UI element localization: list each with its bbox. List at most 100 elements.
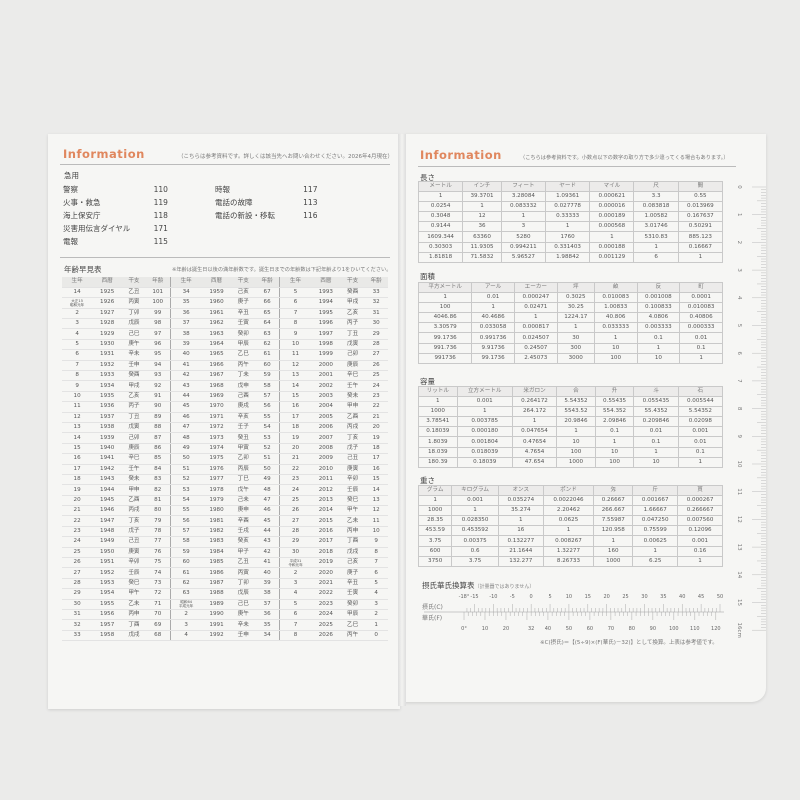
era-year: 41: [169, 360, 202, 372]
western-year: 1947: [92, 515, 123, 527]
table-cell: 1: [677, 251, 724, 263]
western-year: 1933: [92, 370, 123, 382]
right-note: （こちらは参考資料です。小数点以下の数字の取り方で多少違ってくる場合もあります。…: [520, 155, 729, 161]
column-header: 畝: [593, 281, 638, 294]
table-cell: 0.6: [451, 545, 499, 557]
western-year: 2002: [310, 380, 341, 392]
table-cell: 1: [497, 515, 544, 527]
table-cell: 5.54352: [677, 406, 724, 418]
table-cell: 0.991736: [471, 332, 515, 344]
table-cell: 0.331403: [545, 241, 591, 253]
era-year: 58: [169, 536, 202, 548]
column-header: 坪: [556, 281, 595, 294]
celsius-tick-label: 45: [698, 594, 704, 600]
era-year: 3: [169, 619, 202, 631]
eto: 甲午: [340, 505, 365, 517]
eto: 丙戌: [340, 422, 365, 434]
era-year: 8: [279, 318, 311, 330]
table-cell: 1: [593, 535, 634, 547]
table-cell: 0.02098: [677, 416, 724, 428]
column-header: 米ガロン: [511, 385, 558, 398]
era-year: 5: [279, 599, 311, 611]
eto: 丁丑: [340, 328, 365, 340]
era-year: 40: [169, 349, 202, 361]
conversion-header: グラム キログラム オンス ポンド匁斤貫: [417, 484, 723, 497]
era-year: 28: [279, 526, 311, 538]
table-cell: 0.55435: [594, 396, 635, 408]
table-cell: 0.000180: [456, 426, 513, 438]
column-header: 立方メートル: [456, 385, 513, 398]
eto: 癸丑: [231, 432, 256, 444]
eto: 丙寅: [122, 297, 146, 309]
age: 73: [145, 578, 171, 590]
table-cell: 0.01: [633, 426, 679, 438]
column-header: 尺: [633, 180, 679, 193]
western-year: 1998: [310, 339, 341, 351]
conversion-heading: 面積: [420, 272, 435, 281]
eto: 丙申: [122, 609, 146, 621]
table-row: 12 1937 丁丑 89 46 1971 辛亥 55 17 2005 乙酉 21: [62, 412, 388, 423]
table-cell: 0.0022046: [542, 495, 595, 507]
era-year: 51: [169, 464, 202, 475]
eto: 癸酉: [122, 370, 146, 382]
table-cell: 0.266667: [677, 505, 723, 517]
table-cell: 0.010083: [593, 292, 638, 304]
table-cell: 1.66667: [632, 505, 679, 517]
eto: 庚午: [231, 609, 256, 621]
eto: 辛亥: [231, 412, 256, 423]
era-year: 11: [62, 401, 93, 413]
table-row: 24 1949 己丑 77 58 1983 癸亥 43 29 2017 丁酉 9: [62, 536, 388, 548]
table-cell: 1000: [593, 555, 634, 567]
age: 59: [255, 370, 280, 382]
eto: 庚午: [122, 339, 146, 351]
column-header: フィート: [500, 180, 547, 193]
eto: 丙午: [340, 630, 365, 642]
eto: 庚戌: [231, 401, 256, 413]
western-year: 2022: [310, 588, 341, 600]
fahrenheit-tick-label: 110: [690, 626, 700, 632]
table-cell: 0.16: [677, 545, 723, 557]
table-row: 29 1954 甲午 72 63 1988 戊辰 38 4 2022 壬寅 4: [62, 588, 388, 600]
western-year: 2013: [310, 495, 341, 507]
age: 94: [145, 360, 171, 372]
eto: 甲辰: [231, 339, 256, 351]
table-cell: 0.0625: [542, 515, 595, 527]
table-cell: 6: [633, 251, 679, 263]
table-row: 15 1940 庚辰 86 49 1974 甲寅 52 20 2008 戊子 18: [62, 443, 388, 455]
eto: 辛酉: [231, 515, 256, 527]
western-year: 1970: [201, 401, 232, 413]
table-row: 8 1933 癸酉 93 42 1967 丁未 59 13 2001 辛巳 25: [62, 370, 388, 382]
table-cell: 0.100833: [636, 302, 681, 314]
conversion-heading: 容量: [420, 377, 435, 386]
western-year: 1944: [92, 484, 123, 496]
column-header: 干支: [340, 277, 365, 288]
age-table-header: 生年 西暦 干支 年齢 生年 西暦 干支 年齢 生年 西暦 干支 年齢: [62, 277, 388, 288]
table-row: 20 1945 乙酉 81 54 1979 己未 47 25 2013 癸巳 13: [62, 495, 388, 507]
table-cell: 30: [556, 332, 595, 344]
table-cell: 0.50291: [677, 221, 724, 233]
eto: 丙午: [231, 360, 256, 372]
column-header: 間: [677, 180, 724, 193]
left-note: （こちらは参考資料です。詳しくは該当先へお問い合わせください。2026年4月現在…: [178, 154, 393, 160]
table-cell: 554.352: [594, 406, 635, 418]
table-cell: 5543.52: [556, 406, 596, 418]
table-cell: 0.055435: [633, 396, 679, 408]
table-cell: 0.1: [677, 446, 724, 458]
western-year: 1941: [92, 453, 123, 465]
western-year: 1978: [201, 484, 232, 496]
western-year: 1984: [201, 547, 232, 559]
table-cell: 1: [500, 211, 547, 223]
column-header: 貫: [677, 484, 723, 497]
table-cell: 7.55987: [593, 515, 634, 527]
column-header: 斗: [633, 385, 679, 398]
table-cell: 0.001129: [589, 251, 635, 263]
western-year: 1925: [92, 287, 123, 299]
table-row: 18 1943 癸未 83 52 1977 丁巳 49 23 2011 辛卯 15: [62, 474, 388, 486]
western-year: 1934: [92, 380, 123, 392]
table-cell: 1: [417, 495, 453, 507]
left-title: Information: [63, 147, 145, 161]
western-year: 1972: [201, 422, 232, 434]
emergency-heading: 急用: [64, 171, 79, 180]
era-year: 14: [62, 432, 93, 444]
